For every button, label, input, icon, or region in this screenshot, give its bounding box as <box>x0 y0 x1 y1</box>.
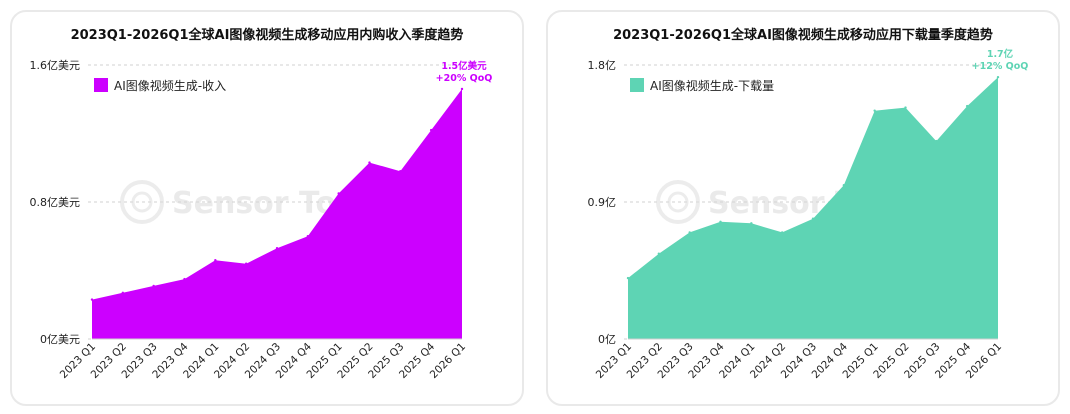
data-point <box>368 161 371 164</box>
data-point <box>935 139 938 143</box>
revenue-chart-card: 2023Q1-2026Q1全球AI图像视频生成移动应用内购收入季度趋势 0亿美元… <box>10 10 524 406</box>
legend-swatch <box>94 78 108 92</box>
watermark-logo <box>656 180 700 224</box>
data-point <box>626 276 630 280</box>
data-point <box>873 109 876 112</box>
data-point <box>306 235 310 238</box>
data-point <box>399 169 402 173</box>
downloads-chart-card: 2023Q1-2026Q1全球AI图像视频生成移动应用下载量季度趋势 0亿 0.9… <box>546 10 1060 406</box>
y-tick-label: 1.8亿 <box>588 59 617 72</box>
data-point <box>688 231 691 234</box>
annotation-change: +20% QoQ <box>436 73 493 84</box>
data-point <box>719 220 722 223</box>
data-point <box>337 192 340 195</box>
data-point <box>996 75 1000 79</box>
data-point <box>460 87 464 91</box>
data-point <box>275 247 279 250</box>
data-point <box>965 104 969 108</box>
data-point <box>904 106 907 109</box>
legend-label: AI图像视频生成-收入 <box>114 78 226 93</box>
annotation-value: 1.7亿 <box>987 48 1014 60</box>
data-point <box>811 217 815 220</box>
y-tick-label: 0亿美元 <box>40 333 80 346</box>
series-area <box>628 77 998 339</box>
annotation-value: 1.5亿美元 <box>441 60 487 72</box>
data-point <box>750 222 753 225</box>
data-point <box>121 291 125 294</box>
y-tick-label: 0.9亿 <box>588 196 617 209</box>
legend-swatch <box>630 78 644 92</box>
legend-label: AI图像视频生成-下载量 <box>650 78 774 93</box>
data-point <box>780 231 784 234</box>
data-point <box>183 277 186 281</box>
annotation-change: +12% QoQ <box>972 61 1029 72</box>
data-point <box>657 252 661 255</box>
watermark-logo <box>120 180 164 224</box>
data-point <box>842 184 846 187</box>
chart-title: 2023Q1-2026Q1全球AI图像视频生成移动应用下载量季度趋势 <box>613 28 993 43</box>
chart-title: 2023Q1-2026Q1全球AI图像视频生成移动应用内购收入季度趋势 <box>70 28 464 43</box>
y-tick-label: 0亿 <box>598 333 616 346</box>
y-tick-label: 1.6亿美元 <box>30 59 81 72</box>
y-tick-label: 0.8亿美元 <box>30 196 81 209</box>
data-point <box>214 259 217 262</box>
data-point <box>429 128 433 132</box>
data-point <box>244 262 248 265</box>
data-point <box>152 284 155 288</box>
data-point <box>90 298 94 301</box>
series-area <box>92 89 462 339</box>
